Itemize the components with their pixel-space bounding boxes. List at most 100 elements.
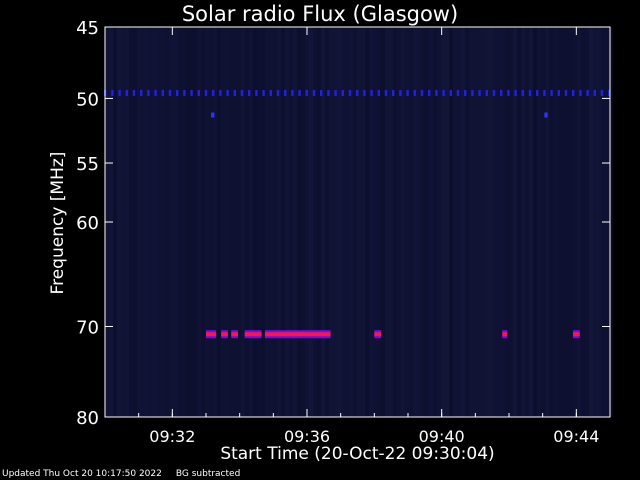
series-dot: [564, 89, 568, 96]
series-dot: [190, 89, 193, 96]
series-dot: [327, 89, 330, 96]
noise-stripe: [249, 27, 253, 417]
series-dot: [528, 89, 532, 96]
series-segment: [231, 332, 238, 337]
noise-stripe: [137, 27, 141, 417]
noise-stripe: [145, 27, 149, 417]
series-dot: [413, 89, 416, 96]
noise-stripe: [565, 27, 569, 417]
noise-stripe: [521, 27, 525, 417]
noise-stripe: [433, 27, 437, 417]
noise-stripe: [437, 27, 441, 417]
chart-title: Solar radio Flux (Glasgow): [181, 2, 459, 26]
noise-stripe: [569, 27, 573, 417]
series-dot: [464, 89, 467, 96]
noise-stripe: [213, 27, 217, 417]
noise-stripe: [201, 27, 205, 417]
noise-stripe: [485, 27, 489, 417]
series-dot: [363, 89, 366, 96]
noise-stripe: [121, 27, 125, 417]
noise-stripe: [325, 27, 329, 417]
noise-stripe: [273, 27, 277, 417]
noise-stripe: [337, 27, 341, 417]
noise-stripe: [125, 27, 129, 417]
noise-stripe: [385, 27, 389, 417]
series-segment: [206, 332, 217, 337]
series-dot: [420, 89, 424, 96]
noise-stripe: [133, 27, 137, 417]
noise-stripe: [573, 27, 577, 417]
series-dot: [471, 89, 474, 96]
noise-stripe: [253, 27, 257, 417]
noise-stripe: [441, 27, 445, 417]
noise-stripe: [457, 27, 461, 417]
footer: Updated Thu Oct 20 10:17:50 2022 BG subtr…: [2, 469, 254, 479]
noise-stripe: [417, 27, 421, 417]
x-tick-label: 09:40: [419, 427, 465, 446]
series-dot: [262, 89, 265, 96]
series-segment: [264, 332, 331, 337]
noise-stripe: [169, 27, 173, 417]
noise-stripe: [533, 27, 537, 417]
noise-stripe: [289, 27, 293, 417]
noise-stripe: [309, 27, 313, 417]
series-dot: [341, 89, 344, 96]
noise-stripe: [189, 27, 193, 417]
noise-stripe: [229, 27, 233, 417]
noise-stripe: [293, 27, 297, 417]
noise-stripe: [593, 27, 597, 417]
y-tick-label: 45: [76, 18, 99, 39]
noise-stripe: [353, 27, 357, 417]
noise-stripe: [425, 27, 429, 417]
series-dot: [161, 89, 164, 96]
noise-stripe: [177, 27, 181, 417]
series-dot: [550, 89, 553, 96]
noise-stripe: [301, 27, 305, 417]
noise-stripe: [577, 27, 581, 417]
y-tick-label: 70: [76, 317, 99, 338]
noise-stripe: [513, 27, 517, 417]
noise-stripe: [329, 27, 333, 417]
noise-stripe: [225, 27, 229, 417]
noise-stripe: [277, 27, 281, 417]
noise-stripe: [469, 27, 473, 417]
noise-stripe: [281, 27, 285, 417]
noise-stripe: [321, 27, 325, 417]
noise-stripe: [581, 27, 585, 417]
noise-stripe: [149, 27, 153, 417]
noise-stripe: [153, 27, 157, 417]
noise-stripe: [609, 27, 613, 417]
series-dot: [219, 89, 222, 96]
noise-stripe: [537, 27, 541, 417]
noise-stripe: [341, 27, 345, 417]
noise-stripe: [221, 27, 225, 417]
noise-stripe: [377, 27, 381, 417]
noise-stripe: [193, 27, 197, 417]
noise-stripe: [553, 27, 557, 417]
series-dot: [320, 89, 323, 96]
series-dot: [226, 89, 229, 96]
series-dot: [507, 89, 510, 96]
series-dot: [435, 89, 438, 96]
noise-stripe: [161, 27, 165, 417]
series-segment: [211, 112, 215, 118]
series-dot: [449, 89, 452, 96]
series-dot: [392, 89, 395, 96]
noise-stripe: [265, 27, 269, 417]
axis-ticks: 45 50 55 60 70 80 09:32 09:36 09:40 09:44: [76, 18, 610, 446]
noise-stripe: [365, 27, 369, 417]
x-tick-label: 09:32: [149, 427, 195, 446]
series-dot: [276, 89, 280, 96]
series-dot: [536, 89, 539, 96]
series-dot: [305, 89, 308, 96]
footer-updated: Updated Thu Oct 20 10:17:50 2022: [2, 469, 162, 479]
noise-stripe: [297, 27, 301, 417]
noise-stripe: [345, 27, 349, 417]
noise-stripe: [233, 27, 237, 417]
noise-stripe: [157, 27, 161, 417]
series-segment: [502, 332, 508, 337]
series-dot: [312, 89, 316, 96]
series-dot: [212, 89, 215, 96]
noise-stripe: [405, 27, 409, 417]
series-dot: [492, 89, 496, 96]
